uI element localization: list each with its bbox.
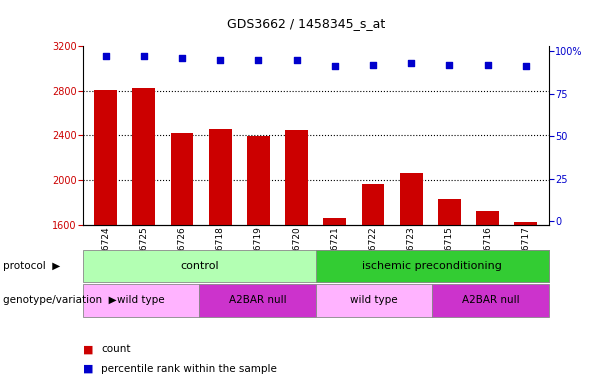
Text: count: count xyxy=(101,344,131,354)
Bar xyxy=(132,88,155,225)
Point xyxy=(101,53,110,60)
Point xyxy=(482,62,492,68)
Bar xyxy=(285,130,308,225)
Point xyxy=(406,60,416,66)
Text: ■: ■ xyxy=(83,344,93,354)
Bar xyxy=(323,218,346,225)
Point xyxy=(292,56,302,63)
Bar xyxy=(247,136,270,225)
Text: ischemic preconditioning: ischemic preconditioning xyxy=(362,261,502,271)
Text: A2BAR null: A2BAR null xyxy=(229,295,286,306)
Point xyxy=(177,55,187,61)
Bar xyxy=(476,211,499,225)
Text: GDS3662 / 1458345_s_at: GDS3662 / 1458345_s_at xyxy=(227,17,386,30)
Text: A2BAR null: A2BAR null xyxy=(462,295,519,306)
Bar xyxy=(400,173,422,225)
Bar xyxy=(362,184,384,225)
Point xyxy=(330,63,340,70)
Text: wild type: wild type xyxy=(350,295,398,306)
Point xyxy=(254,56,264,63)
Point xyxy=(368,62,378,68)
Text: genotype/variation  ▶: genotype/variation ▶ xyxy=(3,295,116,306)
Point xyxy=(139,53,149,60)
Text: wild type: wild type xyxy=(117,295,165,306)
Text: protocol  ▶: protocol ▶ xyxy=(3,261,60,271)
Text: control: control xyxy=(180,261,219,271)
Text: percentile rank within the sample: percentile rank within the sample xyxy=(101,364,277,374)
Bar xyxy=(514,222,537,225)
Bar xyxy=(209,129,232,225)
Point xyxy=(521,63,531,70)
Bar xyxy=(438,199,461,225)
Text: ■: ■ xyxy=(83,364,93,374)
Bar xyxy=(170,133,194,225)
Point xyxy=(215,56,225,63)
Point xyxy=(444,62,454,68)
Bar xyxy=(94,89,117,225)
